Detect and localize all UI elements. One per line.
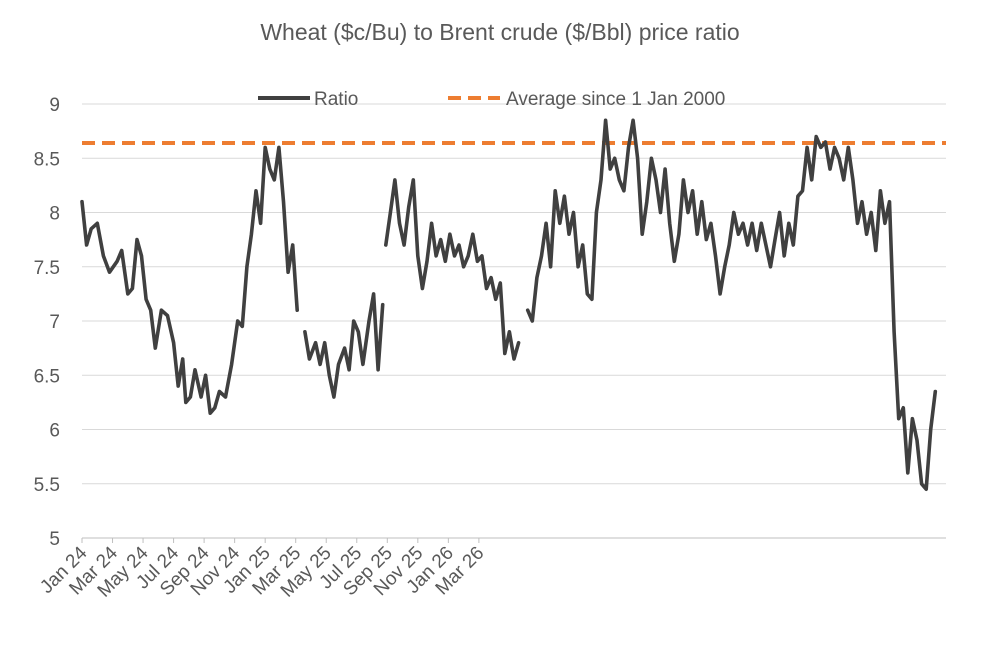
legend: Ratio Average since 1 Jan 2000 bbox=[258, 89, 725, 110]
ratio-line-segment bbox=[303, 292, 385, 399]
legend-label-average: Average since 1 Jan 2000 bbox=[506, 89, 725, 110]
y-tick-label: 8.5 bbox=[34, 149, 60, 170]
gridlines bbox=[82, 103, 946, 485]
y-tick-label: 7 bbox=[49, 312, 60, 333]
y-tick-label: 5 bbox=[49, 529, 60, 550]
y-tick-label: 9 bbox=[49, 95, 60, 116]
series-ratio bbox=[80, 118, 938, 491]
y-tick-label: 6.5 bbox=[34, 366, 60, 387]
chart-title: Wheat ($c/Bu) to Brent crude ($/Bbl) pri… bbox=[260, 19, 739, 45]
y-tick-label: 5.5 bbox=[34, 475, 60, 496]
y-axis-tick-labels: 5 5.5 6 6.5 7 7.5 8 8.5 9 bbox=[34, 95, 60, 550]
legend-label-ratio: Ratio bbox=[314, 89, 358, 110]
ratio-line-segment bbox=[384, 178, 521, 361]
y-tick-label: 7.5 bbox=[34, 258, 60, 279]
ratio-line-segment bbox=[80, 145, 299, 415]
x-axis bbox=[81, 537, 946, 543]
y-tick-label: 6 bbox=[49, 421, 60, 442]
ratio-line-segment bbox=[525, 118, 938, 491]
y-tick-label: 8 bbox=[49, 204, 60, 225]
